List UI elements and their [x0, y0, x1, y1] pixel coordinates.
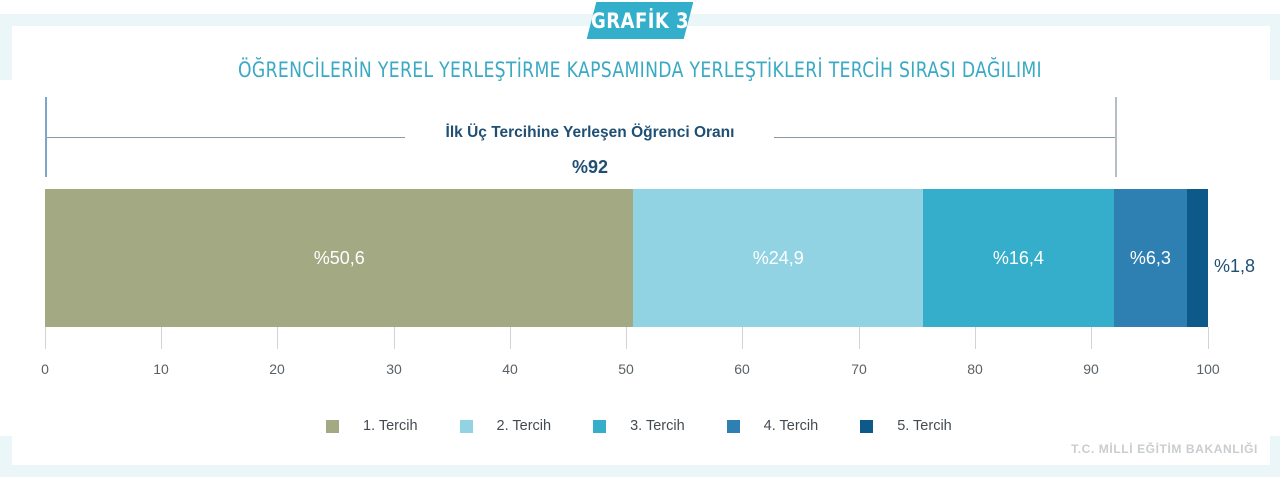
- chart-title: ÖĞRENCİLERİN YEREL YERLEŞTİRME KAPSAMIND…: [238, 58, 1042, 82]
- legend-item-4-tercih: 4. Tercih: [726, 418, 819, 434]
- bar-segment-3-tercih: %16,4: [923, 189, 1114, 327]
- legend-swatch: [860, 419, 874, 433]
- source-footer: T.C. MİLLİ EĞİTİM BAKANLIĞI: [1071, 442, 1258, 456]
- axis-tick: [161, 327, 162, 349]
- bar-segment-4-tercih: %6,3: [1113, 189, 1188, 327]
- bar-segment-2-tercih: %24,9: [633, 189, 924, 327]
- legend-item-2-tercih: 2. Tercih: [459, 418, 552, 434]
- axis-tick-label: 70: [851, 361, 867, 377]
- frame-bottom-border: [0, 465, 1280, 477]
- legend-item-5-tercih: 5. Tercih: [860, 418, 952, 434]
- legend-swatch: [326, 419, 339, 433]
- x-axis: [0, 327, 1280, 349]
- bar-segment-5-tercih: [1187, 189, 1208, 327]
- axis-tick: [1208, 327, 1209, 349]
- frame-left-border: [0, 14, 12, 80]
- frame-bottom-right-border: [1270, 436, 1280, 477]
- axis-tick-label: 30: [386, 361, 402, 377]
- bar-value-label: %50,6: [313, 247, 365, 268]
- legend-item-1-tercih: 1. Tercih: [326, 418, 418, 434]
- axis-tick: [975, 327, 976, 349]
- legend-label: 4. Tercih: [763, 418, 819, 434]
- legend-label: 2. Tercih: [496, 418, 552, 434]
- axis-tick-label: 10: [153, 361, 169, 377]
- bracket-left-edge: [45, 97, 47, 177]
- bar-value-label: %16,4: [992, 247, 1044, 268]
- bar-value-label-outside: %1,8: [1214, 256, 1256, 276]
- axis-tick: [277, 327, 278, 349]
- axis-tick-label: 50: [618, 361, 634, 377]
- axis-tick: [742, 327, 743, 349]
- legend-label: 1. Tercih: [363, 418, 418, 434]
- legend-label: 5. Tercih: [897, 418, 952, 434]
- annotation-value: %92: [571, 157, 609, 177]
- chart-number-badge: GRAFİK 3: [586, 2, 694, 39]
- axis-tick: [859, 327, 860, 349]
- legend-label: 3. Tercih: [630, 418, 685, 434]
- legend-swatch: [726, 419, 740, 433]
- legend-swatch: [593, 419, 607, 433]
- frame-right-border: [1270, 14, 1280, 80]
- chart-legend: 1. Tercih 2. Tercih 3. Tercih 4. Tercih …: [326, 418, 994, 434]
- axis-tick-label: 20: [269, 361, 285, 377]
- annotation-label: İlk Üç Tercihine Yerleşen Öğrenci Oranı: [445, 124, 735, 141]
- axis-tick-label: 90: [1083, 361, 1099, 377]
- bracket-line-right: [774, 137, 1115, 138]
- axis-tick-label: 60: [734, 361, 750, 377]
- axis-tick: [1091, 327, 1092, 349]
- axis-tick: [394, 327, 395, 349]
- stacked-bar: %50,6 %24,9 %16,4 %6,3: [45, 189, 1208, 327]
- bracket-right-edge: [1115, 97, 1117, 177]
- legend-item-3-tercih: 3. Tercih: [593, 418, 685, 434]
- axis-tick-label: 80: [967, 361, 983, 377]
- axis-tick-label: 0: [41, 361, 49, 377]
- axis-tick: [45, 327, 46, 349]
- bar-segment-1-tercih: %50,6: [45, 189, 634, 327]
- bar-value-label: %24,9: [752, 247, 804, 268]
- axis-tick-label: 40: [502, 361, 518, 377]
- bar-value-label: %6,3: [1129, 247, 1171, 268]
- bracket-line-left: [47, 137, 405, 138]
- axis-tick-label: 100: [1196, 361, 1220, 377]
- legend-swatch: [459, 419, 473, 433]
- axis-tick: [626, 327, 627, 349]
- axis-tick: [510, 327, 511, 349]
